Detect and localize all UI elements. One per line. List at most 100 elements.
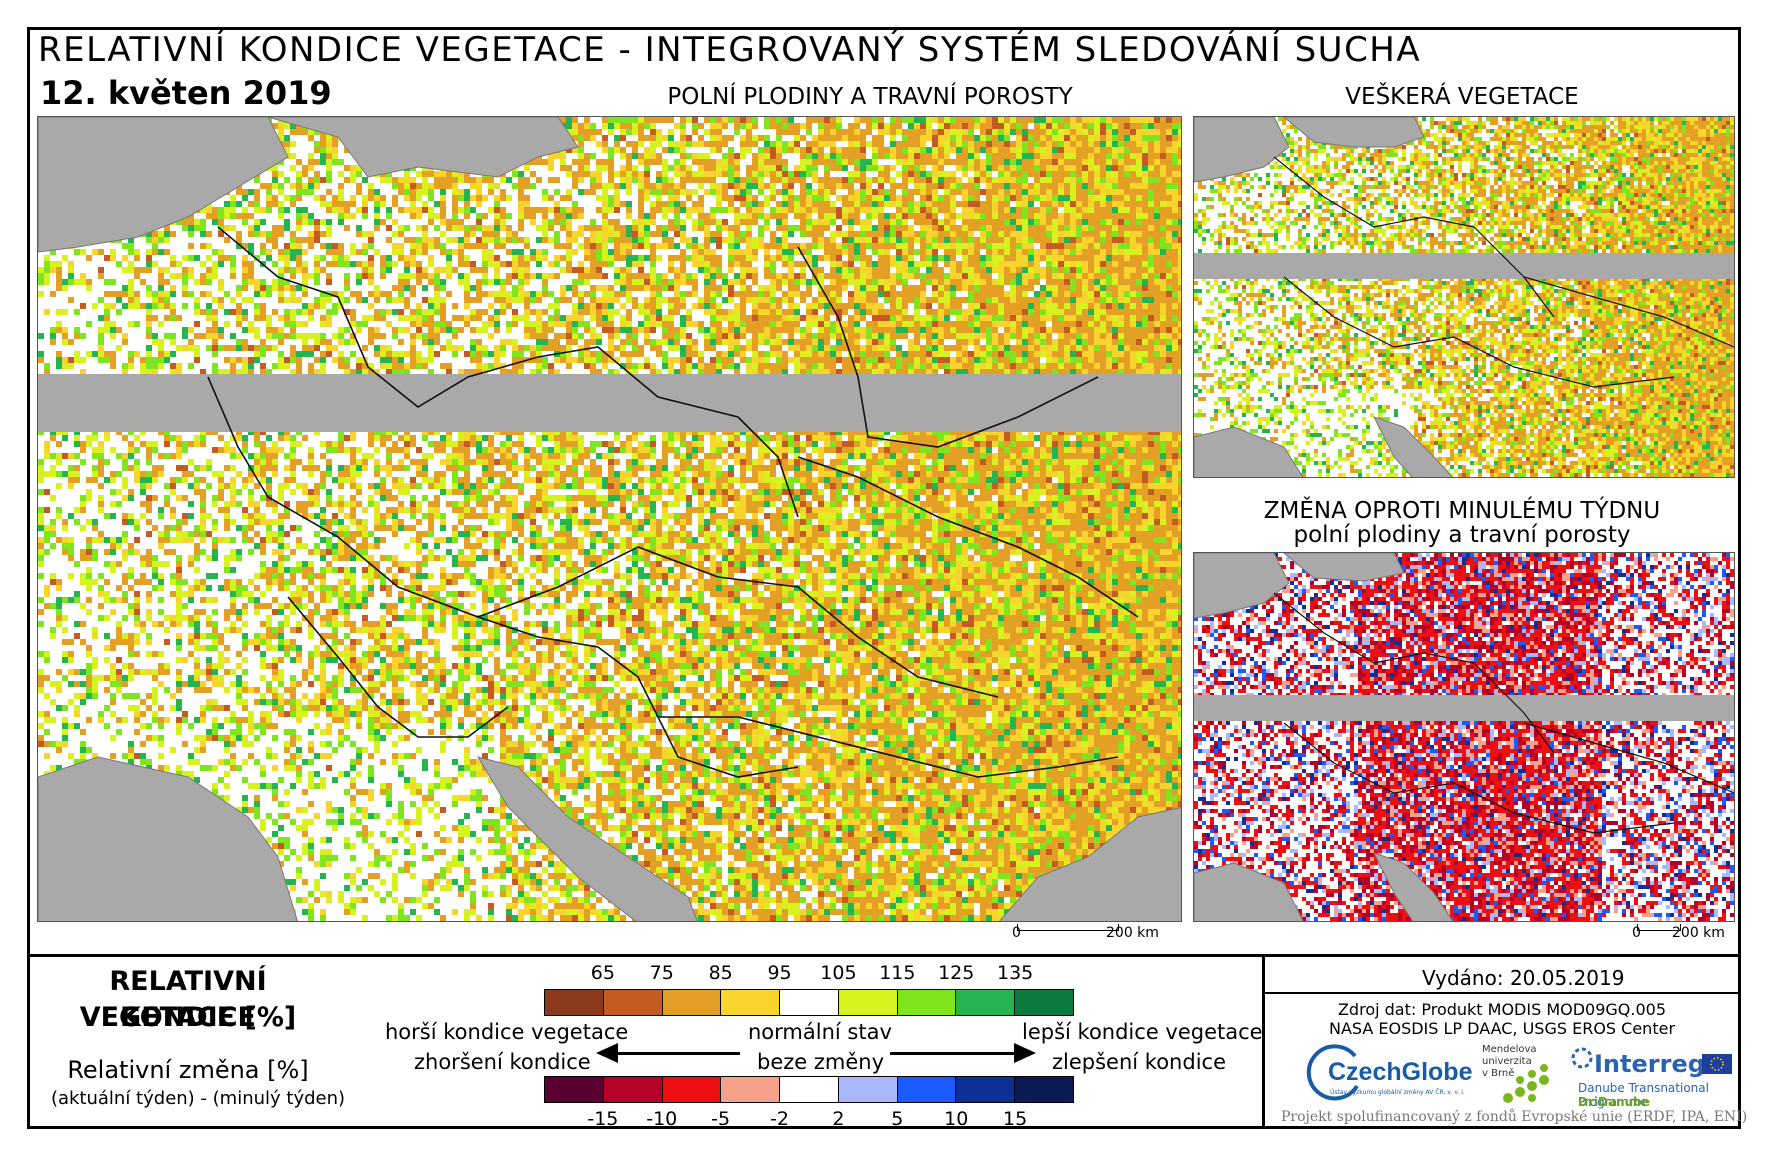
condition-swatch — [838, 990, 898, 1015]
border-line — [1273, 592, 1555, 754]
info-separator — [1262, 954, 1265, 1129]
sea-area — [999, 806, 1181, 921]
border-line — [797, 456, 1139, 618]
better-condition-label: lepší kondice vegetace — [1022, 1020, 1263, 1044]
border-line — [1523, 722, 1734, 794]
change-swatch — [545, 1077, 604, 1102]
main-scale-zero: 0 — [1012, 925, 1021, 941]
border-line — [637, 546, 999, 698]
condition-swatch — [956, 990, 1016, 1015]
change-swatch — [897, 1077, 957, 1102]
main-map-label: POLNÍ PLODINY A TRAVNÍ POROSTY — [600, 84, 1140, 110]
data-source-1: Zdroj dat: Produkt MODIS MOD09GQ.005 — [1272, 1000, 1732, 1019]
issued-separator — [1264, 992, 1741, 994]
czechglobe-logo-subtext: Ústav výzkumu globální změny AV ČR, v. v… — [1330, 1089, 1465, 1096]
no-data-band — [38, 374, 1181, 432]
change-tick-label: 15 — [1003, 1108, 1027, 1130]
worse-condition-label: horší kondice vegetace — [385, 1020, 628, 1044]
condition-tick-label: 65 — [591, 962, 615, 984]
legend-title-1: RELATIVNÍ KONDICE — [38, 964, 338, 1036]
sea-area — [267, 117, 579, 178]
sea-area — [38, 117, 289, 253]
mendel-logo-line-1: Mendelova — [1482, 1044, 1537, 1056]
vegetation-raster — [1194, 117, 1734, 477]
left-arrow-head-icon — [596, 1043, 618, 1063]
condition-tick-label: 115 — [879, 962, 915, 984]
condition-tick-label: 125 — [938, 962, 974, 984]
change-scale-distance: 200 km — [1672, 925, 1725, 941]
change-map-canvas — [1194, 553, 1734, 921]
change-map — [1193, 552, 1735, 922]
border-line — [1283, 276, 1675, 388]
vegetation-raster — [1194, 553, 1734, 921]
condition-swatch — [545, 990, 604, 1015]
main-map — [37, 116, 1182, 922]
dridanube-text: DriDanube — [1578, 1095, 1650, 1109]
border-line — [477, 616, 799, 778]
issued-date: Vydáno: 20.05.2019 — [1422, 966, 1624, 990]
condition-tick-label: 75 — [650, 962, 674, 984]
mendel-logo-text: Mendelova univerzita v Brně — [1482, 1044, 1537, 1080]
sea-area — [476, 756, 698, 921]
change-colorbar — [544, 1076, 1074, 1103]
condition-tick-label: 105 — [820, 962, 856, 984]
funding-footer: Projekt spolufinancovaný z fondů Evropsk… — [1281, 1109, 1747, 1125]
right-arrow-line — [890, 1052, 1018, 1055]
change-tick-label: 5 — [891, 1108, 903, 1130]
data-source-2: NASA EOSDIS LP DAAC, USGS EROS Center — [1272, 1019, 1732, 1038]
figure-title: RELATIVNÍ KONDICE VEGETACE - INTEGROVANÝ… — [38, 30, 1421, 70]
change-scale-zero: 0 — [1632, 925, 1641, 941]
improvement-label: zlepšení kondice — [1052, 1050, 1226, 1074]
czechglobe-logo-text: CzechGlobe — [1328, 1058, 1472, 1087]
all-vegetation-canvas — [1194, 117, 1734, 477]
condition-tick-label: 85 — [709, 962, 733, 984]
border-line — [658, 716, 1119, 778]
change-map-label-1: ZMĚNA OPROTI MINULÉMU TÝDNU — [1192, 498, 1732, 524]
legend-change-subtitle: (aktuální týden) - (minulý týden) — [38, 1088, 358, 1109]
sea-area — [1373, 416, 1453, 477]
change-tick-label: 2 — [832, 1108, 844, 1130]
mendel-logo-line-2: univerzita — [1482, 1056, 1537, 1068]
no-change-label: beze změny — [757, 1050, 884, 1074]
change-swatch — [721, 1077, 781, 1102]
mendel-logo-icon — [1503, 1064, 1549, 1103]
change-swatch — [1015, 1077, 1074, 1102]
change-tick-label: -10 — [646, 1108, 677, 1130]
interreg-logo-text: Interreg — [1594, 1050, 1705, 1078]
bottom-separator — [27, 954, 1741, 957]
condition-swatch — [603, 990, 663, 1015]
change-tick-label: -5 — [711, 1108, 730, 1130]
border-line — [217, 226, 799, 518]
sea-area — [1194, 117, 1290, 183]
sea-area — [1194, 553, 1290, 619]
sea-area — [1283, 553, 1405, 582]
sea-area — [38, 756, 298, 921]
interreg-programme-text: Danube Transnational Programme — [1578, 1081, 1772, 1109]
all-vegetation-label: VEŠKERÁ VEGETACE — [1192, 84, 1732, 110]
change-tick-label: 10 — [944, 1108, 968, 1130]
change-swatch — [662, 1077, 722, 1102]
change-scale-bar — [1637, 924, 1681, 931]
normal-state-label: normální stav — [748, 1020, 892, 1044]
border-line — [1283, 722, 1675, 834]
eu-flag-icon — [1702, 1054, 1732, 1074]
condition-swatch — [662, 990, 722, 1015]
legend-change-title: Relativní změna [%] — [38, 1056, 338, 1084]
sea-area — [1373, 852, 1454, 921]
figure-date: 12. květen 2019 — [40, 74, 332, 112]
change-swatch — [838, 1077, 898, 1102]
border-line — [287, 596, 509, 738]
interreg-star-icon — [1571, 1047, 1593, 1069]
main-scale-bar — [1017, 924, 1119, 931]
change-swatch — [603, 1077, 663, 1102]
change-tick-label: -2 — [770, 1108, 789, 1130]
legend-title-2: VEGETACE [%] — [38, 1000, 338, 1036]
worsening-label: zhoršení kondice — [414, 1050, 591, 1074]
mendel-logo-line-3: v Brně — [1482, 1068, 1537, 1080]
border-line — [1523, 276, 1734, 348]
condition-swatch — [780, 990, 839, 1015]
condition-swatch — [897, 990, 957, 1015]
sea-area — [1194, 426, 1304, 477]
all-vegetation-map — [1193, 116, 1735, 478]
condition-tick-label: 95 — [767, 962, 791, 984]
